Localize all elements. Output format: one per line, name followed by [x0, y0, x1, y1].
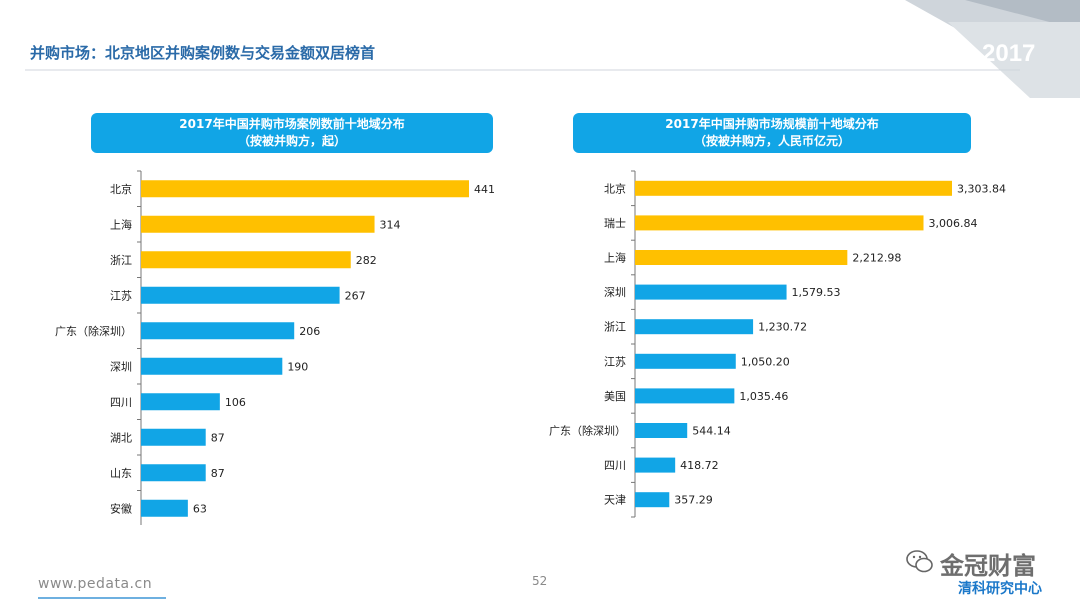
data-label: 1,050.20: [741, 355, 790, 368]
chart-1-svg: 北京 441 上海 314 浙江 282 江苏 267 广东（除深圳） 206 深圳 190 四川 106…: [55, 170, 495, 525]
category-label: 四川: [110, 396, 132, 409]
chart-1-subtitle: （按被并购方，起）: [237, 134, 346, 148]
bar: [635, 353, 736, 369]
data-label: 1,035.46: [739, 390, 788, 403]
category-label: 深圳: [110, 360, 132, 373]
category-label: 安徽: [110, 501, 132, 515]
bar: [141, 215, 375, 233]
chart-2-subtitle: （按被并购方，人民币亿元）: [693, 134, 850, 148]
data-label: 190: [287, 360, 308, 373]
data-label: 3,303.84: [957, 182, 1006, 195]
category-label: 瑞士: [604, 216, 626, 230]
data-label: 418.72: [680, 459, 719, 472]
footer-url[interactable]: www.pedata.cn: [38, 576, 153, 592]
category-label: 浙江: [110, 254, 132, 267]
bar: [635, 180, 952, 196]
bar: [635, 284, 787, 300]
bar: [635, 319, 754, 335]
data-label: 3,006.84: [929, 217, 978, 230]
chart-1-title: 2017年中国并购市场案例数前十地域分布: [179, 117, 405, 131]
bar: [141, 322, 295, 340]
category-label: 上海: [110, 217, 132, 231]
bar: [635, 457, 676, 473]
category-label: 上海: [604, 251, 626, 265]
chart-2-title: 2017年中国并购市场规模前十地域分布: [665, 117, 879, 131]
data-label: 1,579.53: [792, 286, 841, 299]
data-label: 1,230.72: [758, 321, 807, 334]
page-title: 并购市场：北京地区并购案例数与交易金额双居榜首: [30, 44, 376, 62]
category-label: 天津: [604, 494, 626, 507]
bar: [141, 464, 206, 482]
bar: [635, 388, 735, 404]
data-label: 282: [356, 254, 377, 267]
bar: [141, 286, 340, 304]
data-label: 87: [211, 467, 225, 480]
corner-decoration: [25, 0, 1080, 98]
chart-2-svg: 北京 3,303.84 瑞士 3,006.84 上海 2,212.98 深圳 1,579.53…: [549, 170, 1006, 518]
data-label: 206: [299, 325, 320, 338]
category-label: 美国: [604, 390, 626, 403]
footer-divider: [38, 597, 166, 599]
bar: [141, 357, 283, 375]
bar: [635, 492, 670, 508]
category-label: 浙江: [604, 321, 626, 334]
data-label: 357.29: [674, 494, 713, 507]
chart-2-header: 2017年中国并购市场规模前十地域分布 （按被并购方，人民币亿元）: [573, 113, 971, 153]
data-label: 314: [380, 218, 401, 231]
data-label: 544.14: [692, 425, 731, 438]
bar: [141, 428, 206, 446]
category-label: 江苏: [110, 289, 132, 302]
data-label: 2,212.98: [852, 252, 901, 265]
category-label: 四川: [604, 459, 626, 472]
category-label: 湖北: [110, 431, 132, 444]
bar: [141, 251, 351, 269]
bar: [635, 423, 688, 438]
data-label: 63: [193, 502, 207, 515]
wechat-logo-icon: [906, 550, 933, 573]
bar: [141, 393, 220, 411]
category-label: 山东: [110, 467, 132, 480]
data-label: 267: [345, 289, 366, 302]
bar: [635, 215, 924, 231]
category-label: 北京: [604, 181, 626, 195]
data-label: 441: [474, 183, 495, 196]
bar: [141, 180, 469, 198]
bar: [141, 499, 188, 517]
category-label: 北京: [110, 182, 132, 196]
chart-1-header: 2017年中国并购市场案例数前十地域分布 （按被并购方，起）: [91, 113, 493, 153]
category-label: 广东（除深圳）: [549, 424, 626, 438]
watermark-subtitle: 清科研究中心: [958, 581, 1042, 597]
year-badge: 2017: [982, 40, 1036, 67]
category-label: 江苏: [604, 355, 626, 368]
data-label: 87: [211, 431, 225, 444]
page-number: 52: [532, 574, 548, 588]
category-label: 深圳: [604, 286, 626, 299]
category-label: 广东（除深圳）: [55, 324, 132, 338]
bar: [635, 250, 848, 265]
watermark-name: 金冠财富: [940, 552, 1036, 580]
data-label: 106: [225, 396, 246, 409]
